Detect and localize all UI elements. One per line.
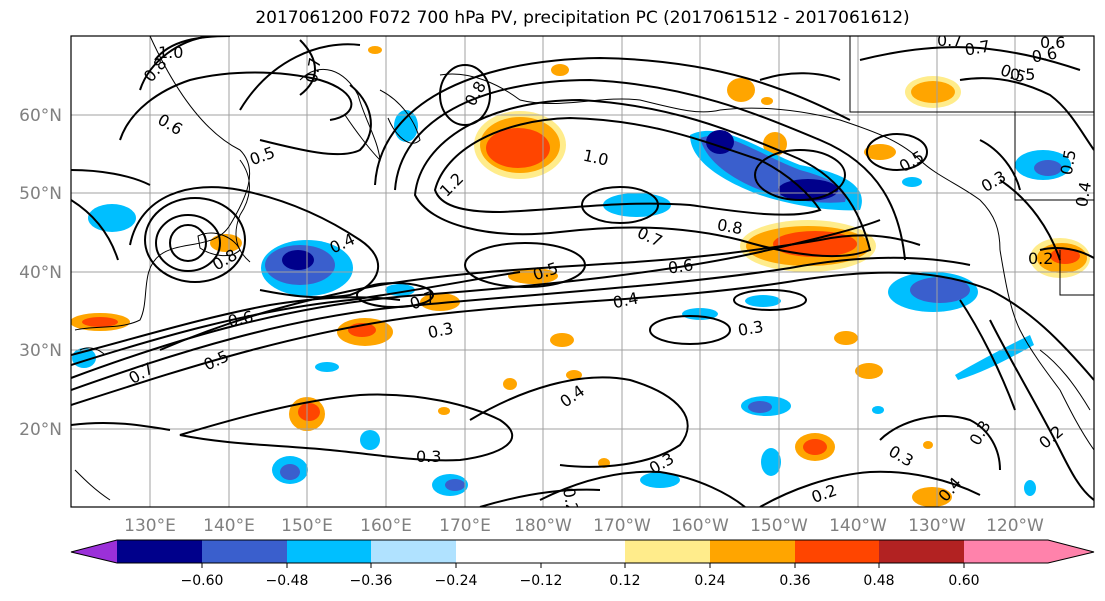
colorbar-tick-label: −0.36	[350, 573, 393, 589]
contour-label: 0.2	[1028, 249, 1053, 268]
colorbar-swatch	[541, 540, 625, 563]
contour-label: 0.8	[716, 215, 744, 238]
lon-label: 160°W	[671, 516, 729, 536]
lat-label-50n: 50°N	[19, 184, 62, 204]
pv-contours	[71, 36, 1094, 507]
contour-label: 0.6	[226, 307, 255, 331]
lat-label-20n: 20°N	[19, 420, 62, 440]
contour-label: 0.5	[1057, 148, 1080, 176]
lon-label: 150°E	[281, 516, 333, 536]
colorbar-tick-label: 0.48	[863, 573, 894, 589]
precip-negative-anomalies	[72, 110, 1071, 496]
lat-label-30n: 30°N	[19, 341, 62, 361]
colorbar-swatch	[371, 540, 456, 563]
contour-label: 0.6	[1030, 43, 1058, 66]
colorbar-swatch	[456, 540, 541, 563]
colorbar-swatch	[117, 540, 202, 563]
map-frame	[70, 35, 1095, 508]
contour-label: 0.3	[736, 317, 764, 340]
colorbar-tick-label: 0.12	[609, 573, 640, 589]
colorbar-swatch	[202, 540, 287, 563]
latitude-labels: 60°N 50°N 40°N 30°N 20°N	[19, 106, 62, 440]
lon-label: 170°E	[439, 516, 491, 536]
lon-label: 180°W	[514, 516, 572, 536]
contour-label: 1.0	[158, 43, 183, 62]
colorbar-swatch	[710, 540, 795, 563]
colorbar: −0.60 −0.48 −0.36 −0.24 −0.12 0.12 0.24 …	[70, 539, 1095, 589]
lon-label: 170°W	[593, 516, 651, 536]
contour-label: 0.4	[611, 288, 640, 312]
colorbar-swatch	[795, 540, 879, 563]
contour-label: 0.6	[1040, 33, 1065, 52]
lon-label: 130°W	[908, 516, 966, 536]
contour-label: 0.7	[302, 56, 325, 84]
contour-label: 0.2	[559, 486, 582, 514]
contour-label: 0.5	[1010, 65, 1035, 84]
contour-label: 0.4	[1072, 180, 1095, 208]
lon-label: 160°E	[360, 516, 412, 536]
lon-label: 140°E	[203, 516, 255, 536]
colorbar-swatch	[879, 540, 964, 563]
colorbar-tick-label: 0.36	[779, 573, 810, 589]
lat-label-40n: 40°N	[19, 263, 62, 283]
colorbar-tick-label: 0.60	[948, 573, 979, 589]
lon-label: 130°E	[124, 516, 176, 536]
contour-label: 1.0	[581, 146, 610, 170]
colorbar-tick-label: −0.24	[435, 573, 478, 589]
coastlines	[74, 36, 1094, 501]
lon-label: 120°W	[986, 516, 1044, 536]
colorbar-right-extension	[964, 540, 1094, 563]
colorbar-tick-label: −0.60	[181, 573, 224, 589]
colorbar-swatch	[625, 540, 710, 563]
contour-label: 0.6	[667, 255, 695, 277]
contour-label: 0.3	[426, 318, 455, 342]
lon-label: 140°W	[829, 516, 887, 536]
lon-label: 150°W	[750, 516, 808, 536]
colorbar-tick-label: −0.12	[520, 573, 563, 589]
contour-label: 0.7	[963, 36, 991, 59]
colorbar-swatch	[287, 540, 371, 563]
colorbar-tick-label: 0.24	[694, 573, 725, 589]
contour-label: 0.7	[937, 31, 962, 50]
map-title: 2017061200 F072 700 hPa PV, precipitatio…	[255, 8, 910, 28]
contour-label: 0.3	[416, 447, 441, 466]
longitude-labels: 130°E 140°E 150°E 160°E 170°E 180°W 170°…	[124, 516, 1044, 536]
lat-label-60n: 60°N	[19, 106, 62, 126]
colorbar-tick-label: −0.48	[266, 573, 309, 589]
